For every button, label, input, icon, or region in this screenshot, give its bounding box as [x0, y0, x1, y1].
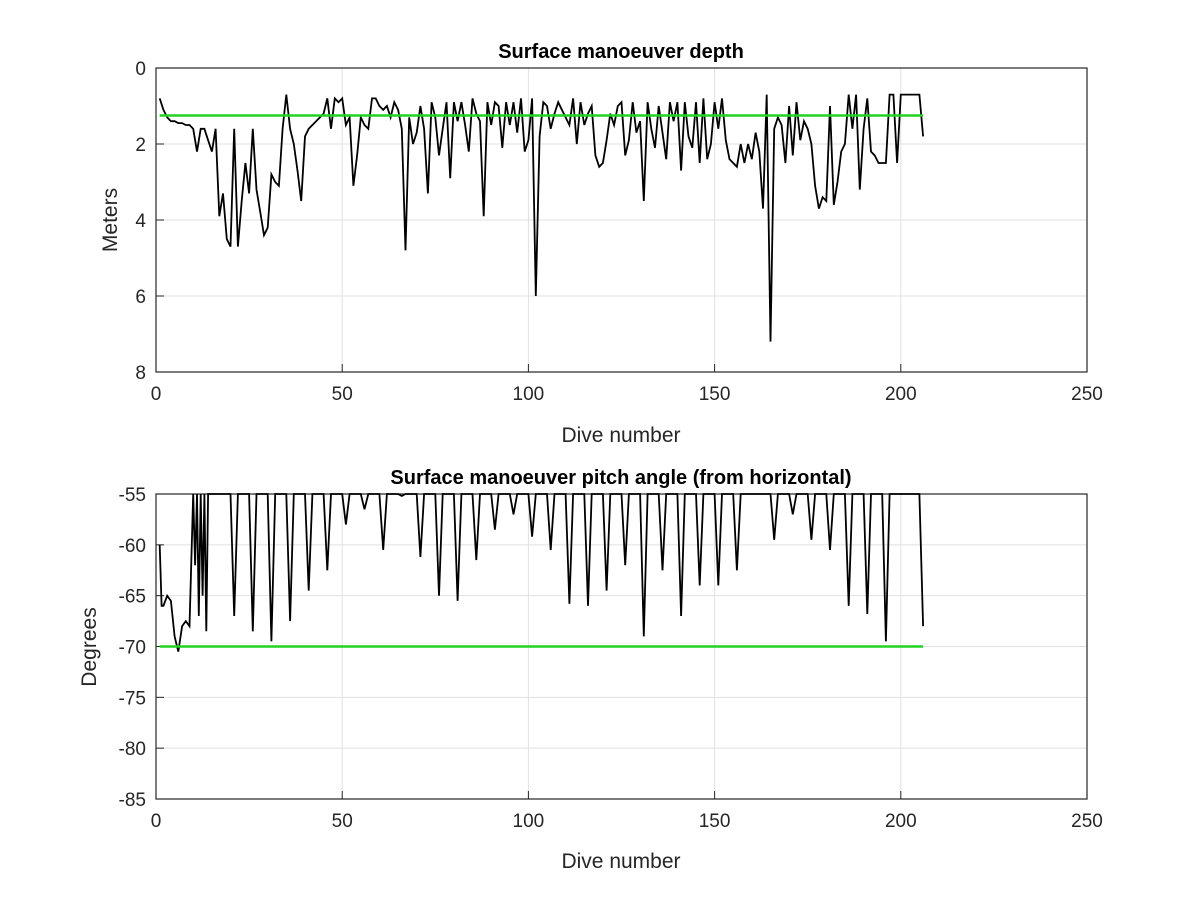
depth-x-axis-label: Dive number [561, 424, 680, 447]
pitch-subplot: Surface manoeuver pitch angle (from hori… [78, 467, 1103, 873]
pitch-x-tick-label: 100 [513, 811, 545, 832]
depth-y-tick-label: 0 [135, 59, 146, 80]
depth-y-axis-label: Meters [99, 188, 122, 252]
depth-tick-labels: 0 50 100 150 200 250 0 2 4 6 8 [135, 59, 1102, 405]
pitch-chart-title: Surface manoeuver pitch angle (from hori… [390, 467, 851, 489]
pitch-tick-labels: 0 50 100 150 200 250 -55 -60 -65 -70 -75 -80 -85 [119, 485, 1103, 832]
pitch-x-axis-label: Dive number [561, 850, 680, 873]
pitch-x-tick-label: 0 [151, 811, 162, 832]
depth-subplot: Surface manoeuver depth 0 50 100 150 200 2500… [99, 41, 1103, 447]
pitch-series [158, 493, 924, 652]
pitch-data-line [158, 493, 924, 652]
depth-y-tick-label: 6 [135, 287, 146, 308]
pitch-y-tick-label: -65 [119, 587, 146, 608]
pitch-y-tick-label: -70 [119, 638, 146, 659]
depth-chart-title: Surface manoeuver depth [498, 41, 744, 63]
depth-series [158, 93, 924, 342]
depth-x-tick-label: 200 [885, 384, 917, 405]
depth-x-tick-label: 50 [332, 384, 353, 405]
pitch-x-tick-label: 150 [699, 811, 731, 832]
depth-data-line [158, 93, 924, 342]
depth-x-tick-label: 150 [699, 384, 731, 405]
depth-y-tick-label: 8 [135, 363, 146, 384]
depth-x-tick-label: 250 [1071, 384, 1103, 405]
depth-x-tick-label: 100 [513, 384, 545, 405]
depth-x-tick-label: 0 [151, 384, 162, 405]
pitch-y-tick-label: -75 [119, 688, 146, 709]
pitch-y-tick-label: -85 [119, 790, 146, 811]
pitch-x-tick-label: 50 [332, 811, 353, 832]
pitch-y-axis-label: Degrees [78, 607, 101, 686]
pitch-y-tick-label: -60 [119, 536, 146, 557]
pitch-x-tick-label: 250 [1071, 811, 1103, 832]
pitch-y-tick-label: -80 [119, 739, 146, 760]
depth-y-tick-label: 2 [135, 135, 146, 156]
pitch-y-tick-label: -55 [119, 485, 146, 506]
pitch-x-tick-label: 200 [885, 811, 917, 832]
depth-y-tick-label: 4 [135, 211, 146, 232]
